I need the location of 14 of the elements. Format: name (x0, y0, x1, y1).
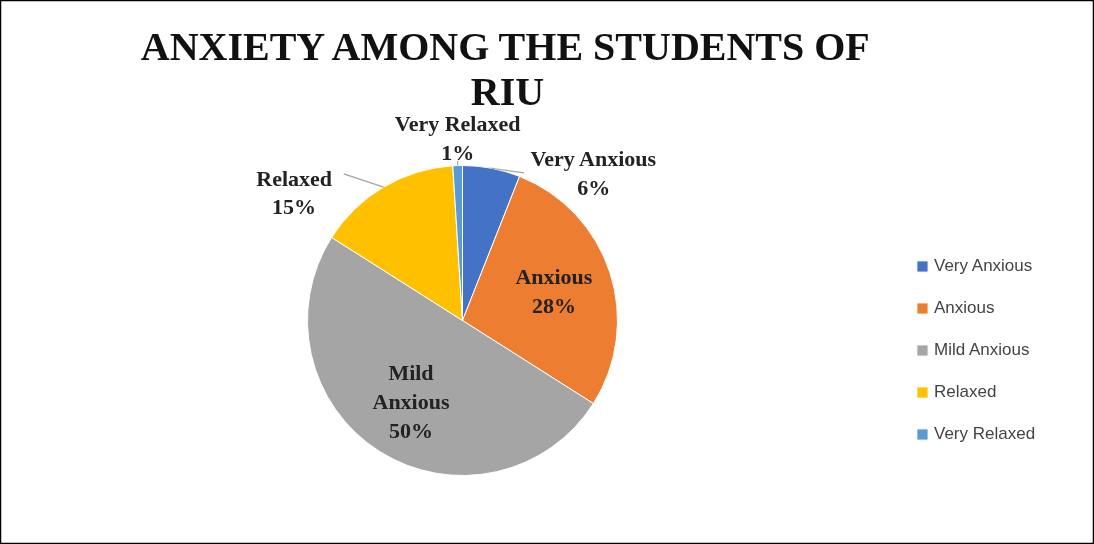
data-label: 15% (272, 194, 317, 220)
slice-label: Relaxed (256, 165, 333, 191)
slice-label: Anxious (515, 263, 593, 289)
legend-label: Mild Anxious (934, 340, 1030, 360)
data-label: 50% (389, 417, 434, 443)
data-label: 1% (441, 139, 475, 165)
legend-label: Very Anxious (934, 256, 1033, 276)
legend-label: Very Relaxed (934, 424, 1036, 444)
slice-label: Mild Anxious (372, 360, 450, 415)
data-label: 6% (577, 174, 611, 200)
data-label: 28% (531, 292, 576, 318)
slice-label: Very Anxious (530, 146, 657, 172)
legend-label: Anxious (934, 298, 995, 318)
legend-label: Relaxed (934, 382, 997, 402)
